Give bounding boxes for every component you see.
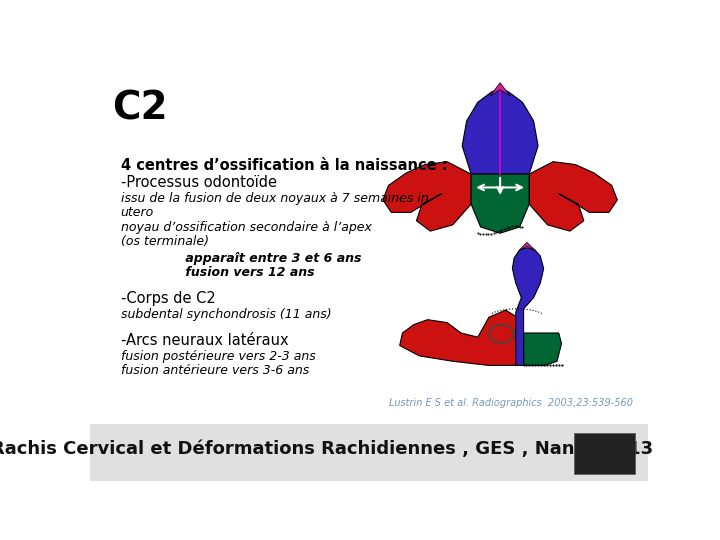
- Polygon shape: [520, 242, 535, 250]
- Text: fusion postérieure vers 2-3 ans: fusion postérieure vers 2-3 ans: [121, 349, 315, 363]
- Text: fusion antérieure vers 3-6 ans: fusion antérieure vers 3-6 ans: [121, 364, 309, 377]
- Text: (os terminale): (os terminale): [121, 235, 209, 248]
- Text: C2: C2: [112, 90, 168, 128]
- Text: -Processus odontoïde: -Processus odontoïde: [121, 175, 276, 190]
- FancyBboxPatch shape: [575, 433, 634, 474]
- Text: -Corps de C2: -Corps de C2: [121, 292, 215, 306]
- Polygon shape: [471, 174, 529, 233]
- FancyBboxPatch shape: [90, 424, 648, 481]
- Text: 4 centres d’ossification à la naissance :: 4 centres d’ossification à la naissance …: [121, 158, 447, 173]
- Text: noyau d’ossification secondaire à l’apex: noyau d’ossification secondaire à l’apex: [121, 221, 372, 234]
- Text: utero: utero: [121, 206, 154, 219]
- Polygon shape: [400, 310, 516, 366]
- Text: apparaît entre 3 et 6 ans: apparaît entre 3 et 6 ans: [145, 252, 361, 265]
- Text: Lustrin E S et al. Radiographics  2003;23:539-560: Lustrin E S et al. Radiographics 2003;23…: [389, 399, 633, 408]
- Text: subdental synchondrosis (11 ans): subdental synchondrosis (11 ans): [121, 308, 331, 321]
- Polygon shape: [490, 83, 510, 96]
- Text: -Arcs neuraux latéraux: -Arcs neuraux latéraux: [121, 333, 288, 348]
- Text: Rachis Cervical et Déformations Rachidiennes , GES , Nancy 2013: Rachis Cervical et Déformations Rachidie…: [0, 439, 652, 458]
- Text: fusion vers 12 ans: fusion vers 12 ans: [145, 266, 315, 280]
- Polygon shape: [529, 161, 617, 231]
- Polygon shape: [523, 333, 562, 366]
- Text: issu de la fusion de deux noyaux à 7 semaines in: issu de la fusion de deux noyaux à 7 sem…: [121, 192, 428, 205]
- Polygon shape: [462, 89, 538, 174]
- Polygon shape: [513, 248, 544, 366]
- Polygon shape: [383, 161, 471, 231]
